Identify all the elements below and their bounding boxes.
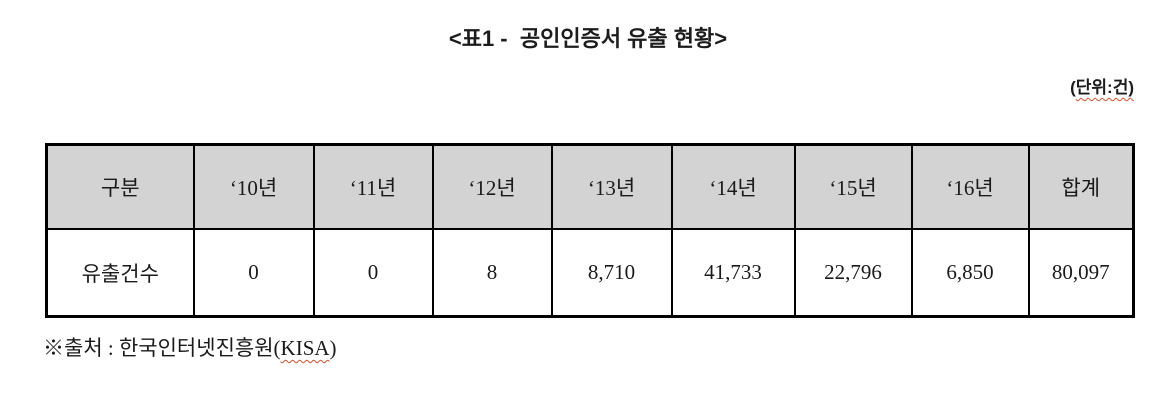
value-cell-year-15: 22,796	[793, 228, 913, 318]
source-kisa: KISA	[280, 336, 330, 360]
header-cell-total: 합계	[1027, 143, 1135, 230]
value-cell-year-11: 0	[312, 228, 434, 318]
header-cell-year-16: ‘16년	[910, 143, 1030, 230]
header-cell-category: 구분	[45, 143, 195, 230]
unit-label: (단위:건)	[1070, 73, 1134, 98]
value-cell-year-16: 6,850	[910, 228, 1030, 318]
value-cell-year-13: 8,710	[550, 228, 673, 318]
table-data-row: 유출건수 0 0 8 8,710 41,733 22,796 6,850 80,…	[45, 228, 1135, 318]
header-cell-year-11: ‘11년	[312, 143, 434, 230]
header-cell-year-12: ‘12년	[431, 143, 553, 230]
value-cell-year-12: 8	[431, 228, 553, 318]
unit-prefix: (	[1070, 78, 1076, 97]
header-cell-year-10: ‘10년	[192, 143, 315, 230]
table-title: <표1 - 공인인증서 유출 현황>	[448, 26, 728, 51]
unit-text: 단위:건)	[1075, 78, 1134, 97]
certificate-leak-table: 구분 ‘10년 ‘11년 ‘12년 ‘13년 ‘14년 ‘15년 ‘16년 합계…	[45, 143, 1135, 318]
source-suffix: )	[329, 336, 337, 360]
value-cell-year-10: 0	[192, 228, 315, 318]
header-cell-year-13: ‘13년	[550, 143, 673, 230]
header-cell-year-15: ‘15년	[793, 143, 913, 230]
row-label-cell: 유출건수	[45, 228, 195, 318]
header-cell-year-14: ‘14년	[670, 143, 796, 230]
source-note: ※출처 : 한국인터넷진흥원(KISA)	[43, 332, 337, 362]
value-cell-total: 80,097	[1027, 228, 1135, 318]
table-header-row: 구분 ‘10년 ‘11년 ‘12년 ‘13년 ‘14년 ‘15년 ‘16년 합계	[45, 143, 1135, 230]
source-prefix: ※출처 : 한국인터넷진흥원(	[43, 336, 281, 360]
value-cell-year-14: 41,733	[670, 228, 796, 318]
